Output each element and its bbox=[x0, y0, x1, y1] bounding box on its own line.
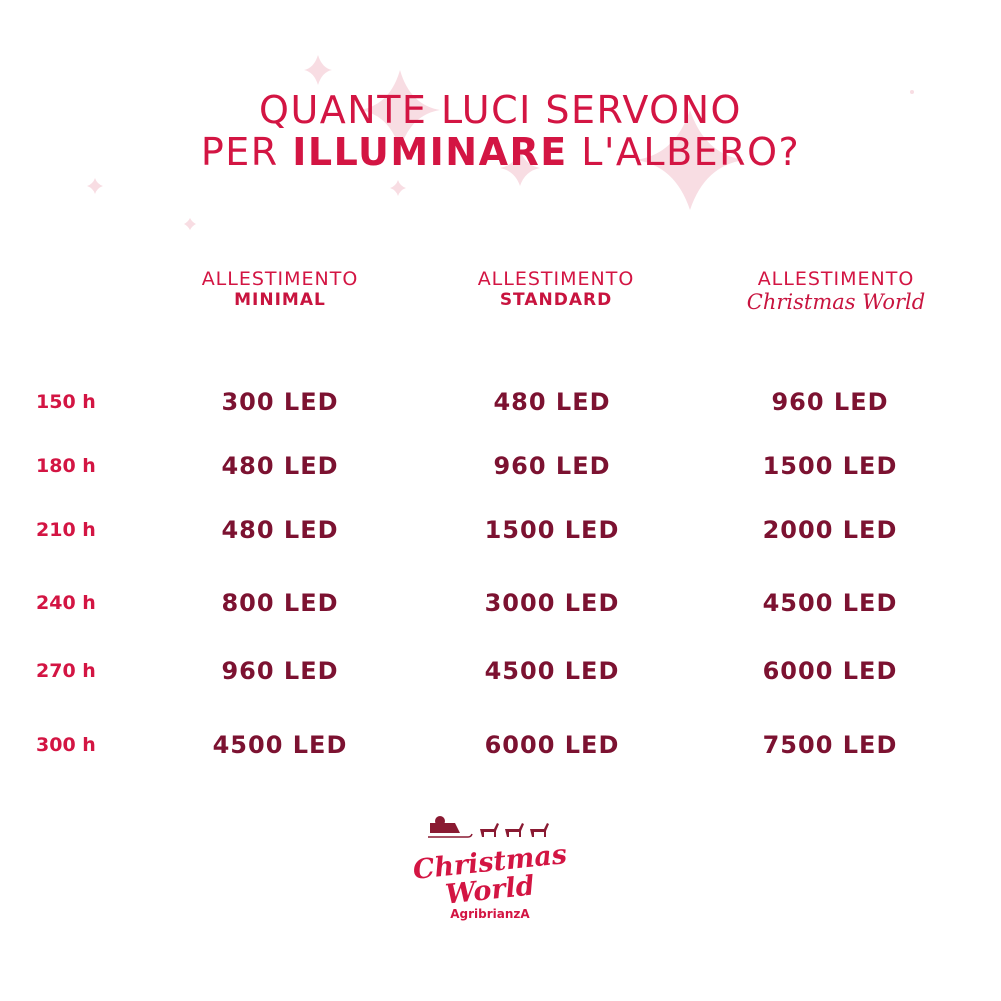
led-count-cell: 6000 LED bbox=[762, 657, 898, 685]
row-height-label: 300 h bbox=[36, 734, 96, 756]
column-header-minimal: ALLESTIMENTO MINIMAL bbox=[150, 268, 410, 310]
title-suffix: L'ALBERO? bbox=[567, 130, 801, 174]
column-header-line2: MINIMAL bbox=[234, 290, 326, 310]
led-count-cell: 3000 LED bbox=[484, 589, 620, 617]
sleigh-reindeer-icon bbox=[428, 816, 549, 838]
led-count-cell: 800 LED bbox=[221, 589, 339, 617]
led-count-cell: 4500 LED bbox=[212, 731, 348, 759]
led-count-cell: 960 LED bbox=[493, 452, 611, 480]
column-header-line2: STANDARD bbox=[499, 290, 613, 310]
column-header-line1: ALLESTIMENTO bbox=[477, 268, 635, 290]
led-count-cell: 6000 LED bbox=[484, 731, 620, 759]
led-count-cell: 1500 LED bbox=[762, 452, 898, 480]
led-count-cell: 960 LED bbox=[771, 388, 889, 416]
title-prefix: PER bbox=[200, 130, 293, 174]
row-height-label: 150 h bbox=[36, 391, 96, 413]
logo-brand: AgribrianzA bbox=[450, 907, 530, 921]
led-count-cell: 960 LED bbox=[221, 657, 339, 685]
led-count-cell: 480 LED bbox=[221, 452, 339, 480]
led-count-cell: 480 LED bbox=[493, 388, 611, 416]
column-header-line2: Christmas World bbox=[746, 290, 926, 314]
led-count-cell: 4500 LED bbox=[484, 657, 620, 685]
row-height-label: 270 h bbox=[36, 660, 96, 682]
title-line-2: PER ILLUMINARE L'ALBERO? bbox=[0, 130, 1001, 174]
row-height-label: 240 h bbox=[36, 592, 96, 614]
column-header-line1: ALLESTIMENTO bbox=[201, 268, 359, 290]
sparkles-decoration bbox=[87, 55, 914, 230]
title-line-1: QUANTE LUCI SERVONO bbox=[259, 88, 742, 132]
led-count-cell: 1500 LED bbox=[484, 516, 620, 544]
led-count-cell: 4500 LED bbox=[762, 589, 898, 617]
led-count-cell: 480 LED bbox=[221, 516, 339, 544]
column-header-line1: ALLESTIMENTO bbox=[757, 268, 915, 290]
column-header-standard: ALLESTIMENTO STANDARD bbox=[426, 268, 686, 310]
led-count-cell: 2000 LED bbox=[762, 516, 898, 544]
led-count-cell: 7500 LED bbox=[762, 731, 898, 759]
row-height-label: 180 h bbox=[36, 455, 96, 477]
column-header-christmas-world: ALLESTIMENTO Christmas World bbox=[706, 268, 966, 314]
led-count-cell: 300 LED bbox=[221, 388, 339, 416]
christmas-world-logo: Christmas World AgribrianzA bbox=[410, 815, 570, 930]
row-height-label: 210 h bbox=[36, 519, 96, 541]
title-bold: ILLUMINARE bbox=[292, 130, 568, 174]
